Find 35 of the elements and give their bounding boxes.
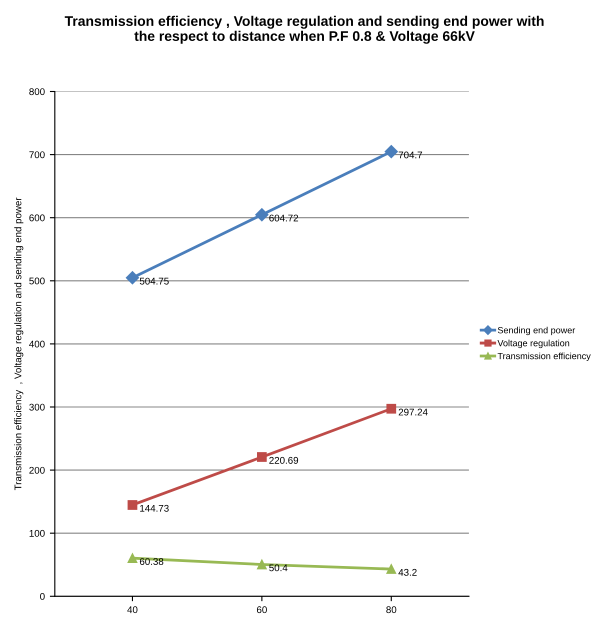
y-tick-label: 600	[29, 214, 45, 222]
y-tick-label: 400	[29, 340, 45, 348]
y-tick-label: 800	[29, 88, 45, 96]
data-label: 704.7	[398, 152, 422, 158]
point	[128, 553, 138, 564]
y-tick-label: 500	[29, 278, 45, 284]
chart-title: Transmission efficiency , Voltage regulation and sending end power with the respect to distance when P.F 0.8 & Voltage 66kV	[64, 16, 544, 44]
point	[257, 452, 267, 462]
point	[128, 500, 138, 510]
data-label: 604.72	[269, 214, 298, 222]
data-label: 50.4	[269, 564, 288, 572]
y-tick-label: 300	[29, 404, 45, 411]
point	[384, 145, 398, 158]
y-tick-label: 100	[30, 530, 45, 537]
data-label: 297.24	[398, 408, 428, 416]
point	[255, 208, 268, 222]
y-tick-label: 700	[29, 151, 45, 158]
point	[126, 271, 140, 284]
data-label: 60.38	[140, 558, 164, 565]
x-tick-label: 60	[256, 606, 267, 614]
x-tick-label: 40	[127, 606, 138, 614]
legend-label: Voltage regulation	[497, 340, 570, 348]
point	[386, 564, 396, 574]
y-tick-label: 0	[40, 593, 45, 600]
legend-label: Transmission efficiency	[498, 352, 591, 362]
y-axis-title: Transmission efficiency , Voltage regulation and sending end power	[14, 198, 24, 490]
data-label: 220.69	[269, 456, 298, 464]
data-label: 144.73	[140, 504, 169, 512]
y-tick-label: 200	[29, 466, 45, 474]
data-label: 504.75	[140, 278, 169, 285]
point	[257, 560, 267, 570]
x-tick-label: 80	[386, 606, 396, 614]
legend-label: Sending end power	[498, 326, 576, 336]
point	[386, 404, 396, 414]
data-label: 43.2	[398, 568, 417, 576]
